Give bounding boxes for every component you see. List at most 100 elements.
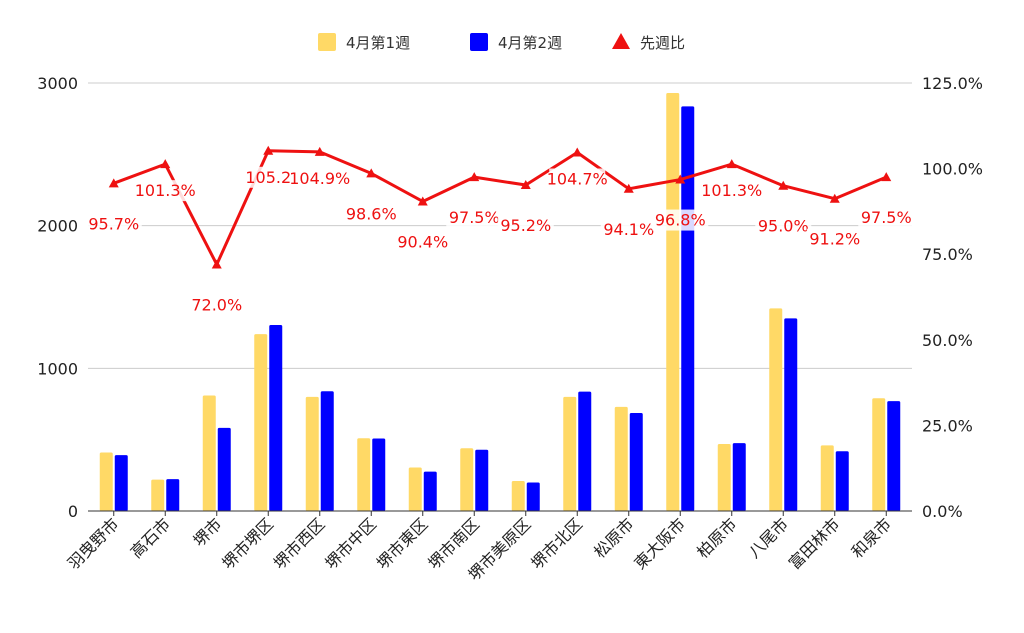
bar-week2 bbox=[475, 449, 489, 511]
category-label: 柏原市 bbox=[693, 514, 740, 561]
data-label-bg bbox=[240, 166, 297, 188]
bar-week2 bbox=[732, 443, 746, 511]
ratio-data-label: 95.0% bbox=[758, 217, 809, 236]
right-axis: 0.0% 25.0% 50.0% 75.0% 100.0% 125.0% bbox=[922, 74, 983, 521]
ratio-marker bbox=[778, 180, 789, 190]
right-tick-label: 100.0% bbox=[922, 160, 983, 179]
data-label-bg bbox=[600, 218, 657, 240]
bar-week2 bbox=[835, 451, 849, 511]
bar-week2 bbox=[423, 471, 437, 511]
bar-week2 bbox=[629, 412, 643, 511]
category-label: 堺市北区 bbox=[527, 514, 586, 573]
bar-week1 bbox=[563, 396, 577, 511]
bar-week2 bbox=[681, 106, 695, 511]
ratio-data-label: 91.2% bbox=[809, 230, 860, 249]
legend-label: 先週比 bbox=[640, 34, 685, 52]
bar-week1 bbox=[511, 481, 525, 511]
legend-swatch bbox=[470, 33, 488, 51]
ratio-data-label: 101.3% bbox=[135, 181, 196, 200]
bar-week1 bbox=[872, 398, 886, 511]
ratio-marker bbox=[469, 172, 480, 182]
ratio-marker bbox=[520, 180, 531, 190]
category-label: 堺市中区 bbox=[321, 514, 380, 573]
data-label-bg bbox=[85, 213, 142, 235]
data-label-bg bbox=[394, 231, 451, 253]
ratio-marker bbox=[263, 145, 274, 155]
category-label: 羽曳野市 bbox=[64, 514, 123, 573]
ratio-data-label: 104.7% bbox=[547, 170, 608, 189]
ratio-marker bbox=[623, 183, 634, 193]
data-label-bg bbox=[497, 215, 554, 237]
bar-week2 bbox=[114, 455, 128, 511]
category-label: 高石市 bbox=[127, 514, 174, 561]
bar-week2 bbox=[784, 318, 798, 511]
bar-week1 bbox=[769, 308, 783, 511]
left-tick-label: 2000 bbox=[37, 217, 78, 236]
category-label: 堺市東区 bbox=[373, 514, 432, 573]
bar-week1 bbox=[305, 396, 319, 511]
legend-swatch bbox=[318, 33, 336, 51]
ratio-marker bbox=[881, 172, 892, 182]
bar-week2 bbox=[217, 427, 231, 511]
category-label: 堺市堺区 bbox=[218, 514, 277, 573]
ratio-marker bbox=[829, 193, 840, 203]
data-label-bg bbox=[446, 207, 503, 229]
bar-week2 bbox=[578, 391, 592, 511]
bar-week2 bbox=[166, 479, 180, 511]
left-tick-label: 3000 bbox=[37, 74, 78, 93]
ratio-marker bbox=[417, 196, 428, 206]
ratio-data-label: 94.1% bbox=[603, 220, 654, 239]
data-label-bg bbox=[549, 168, 606, 190]
left-axis: 0 1000 2000 3000 bbox=[37, 74, 78, 521]
ratio-marker bbox=[108, 178, 119, 188]
ratio-marker bbox=[675, 174, 686, 184]
left-tick-label: 1000 bbox=[37, 359, 78, 378]
ratio-data-labels: 95.7%101.3%72.0%105.2104.9%98.6%90.4%97.… bbox=[85, 166, 915, 316]
ratio-data-label: 104.9% bbox=[289, 169, 350, 188]
x-axis-ticks bbox=[113, 511, 887, 516]
ratio-marker bbox=[726, 159, 737, 169]
ratio-data-label: 95.7% bbox=[88, 214, 139, 233]
bar-week1 bbox=[99, 452, 113, 511]
bar-week2 bbox=[269, 324, 283, 511]
ratio-data-label: 97.5% bbox=[861, 208, 912, 227]
category-label: 堺市西区 bbox=[270, 514, 329, 573]
bar-week2 bbox=[526, 482, 540, 511]
bar-week1 bbox=[717, 443, 731, 511]
ratio-marker bbox=[366, 168, 377, 178]
data-label-bg bbox=[652, 209, 709, 231]
ratio-data-label: 105.2 bbox=[245, 168, 291, 187]
category-label: 八尾市 bbox=[745, 514, 792, 561]
ratio-marker bbox=[314, 146, 325, 156]
bar-week1 bbox=[151, 479, 165, 511]
ratio-line bbox=[113, 149, 887, 266]
ratio-marker bbox=[211, 259, 222, 269]
right-tick-label: 0.0% bbox=[922, 502, 963, 521]
ratio-data-label: 97.5% bbox=[449, 208, 500, 227]
ratio-data-label: 90.4% bbox=[397, 232, 448, 251]
legend-label: 4月第2週 bbox=[498, 34, 562, 52]
category-label: 富田林市 bbox=[785, 514, 844, 573]
bar-week2 bbox=[320, 391, 334, 511]
bars bbox=[99, 92, 901, 511]
bar-week1 bbox=[254, 334, 268, 511]
data-label-bg bbox=[137, 180, 194, 202]
data-label-bg bbox=[858, 207, 915, 229]
bar-week1 bbox=[614, 406, 628, 511]
right-tick-label: 125.0% bbox=[922, 74, 983, 93]
data-label-bg bbox=[755, 215, 812, 237]
legend: 4月第1週 4月第2週 先週比 bbox=[318, 33, 685, 52]
category-label: 東大阪市 bbox=[630, 514, 689, 573]
ratio-line-series bbox=[108, 145, 892, 269]
right-tick-label: 50.0% bbox=[922, 331, 973, 350]
bar-week1 bbox=[202, 395, 216, 511]
right-tick-label: 75.0% bbox=[922, 245, 973, 264]
bar-week1 bbox=[666, 92, 680, 511]
right-tick-label: 25.0% bbox=[922, 416, 973, 435]
ratio-data-label: 101.3% bbox=[701, 181, 762, 200]
bar-week2 bbox=[372, 438, 386, 511]
data-label-bg bbox=[806, 228, 863, 250]
data-label-bg bbox=[291, 167, 348, 189]
left-tick-label: 0 bbox=[68, 502, 78, 521]
